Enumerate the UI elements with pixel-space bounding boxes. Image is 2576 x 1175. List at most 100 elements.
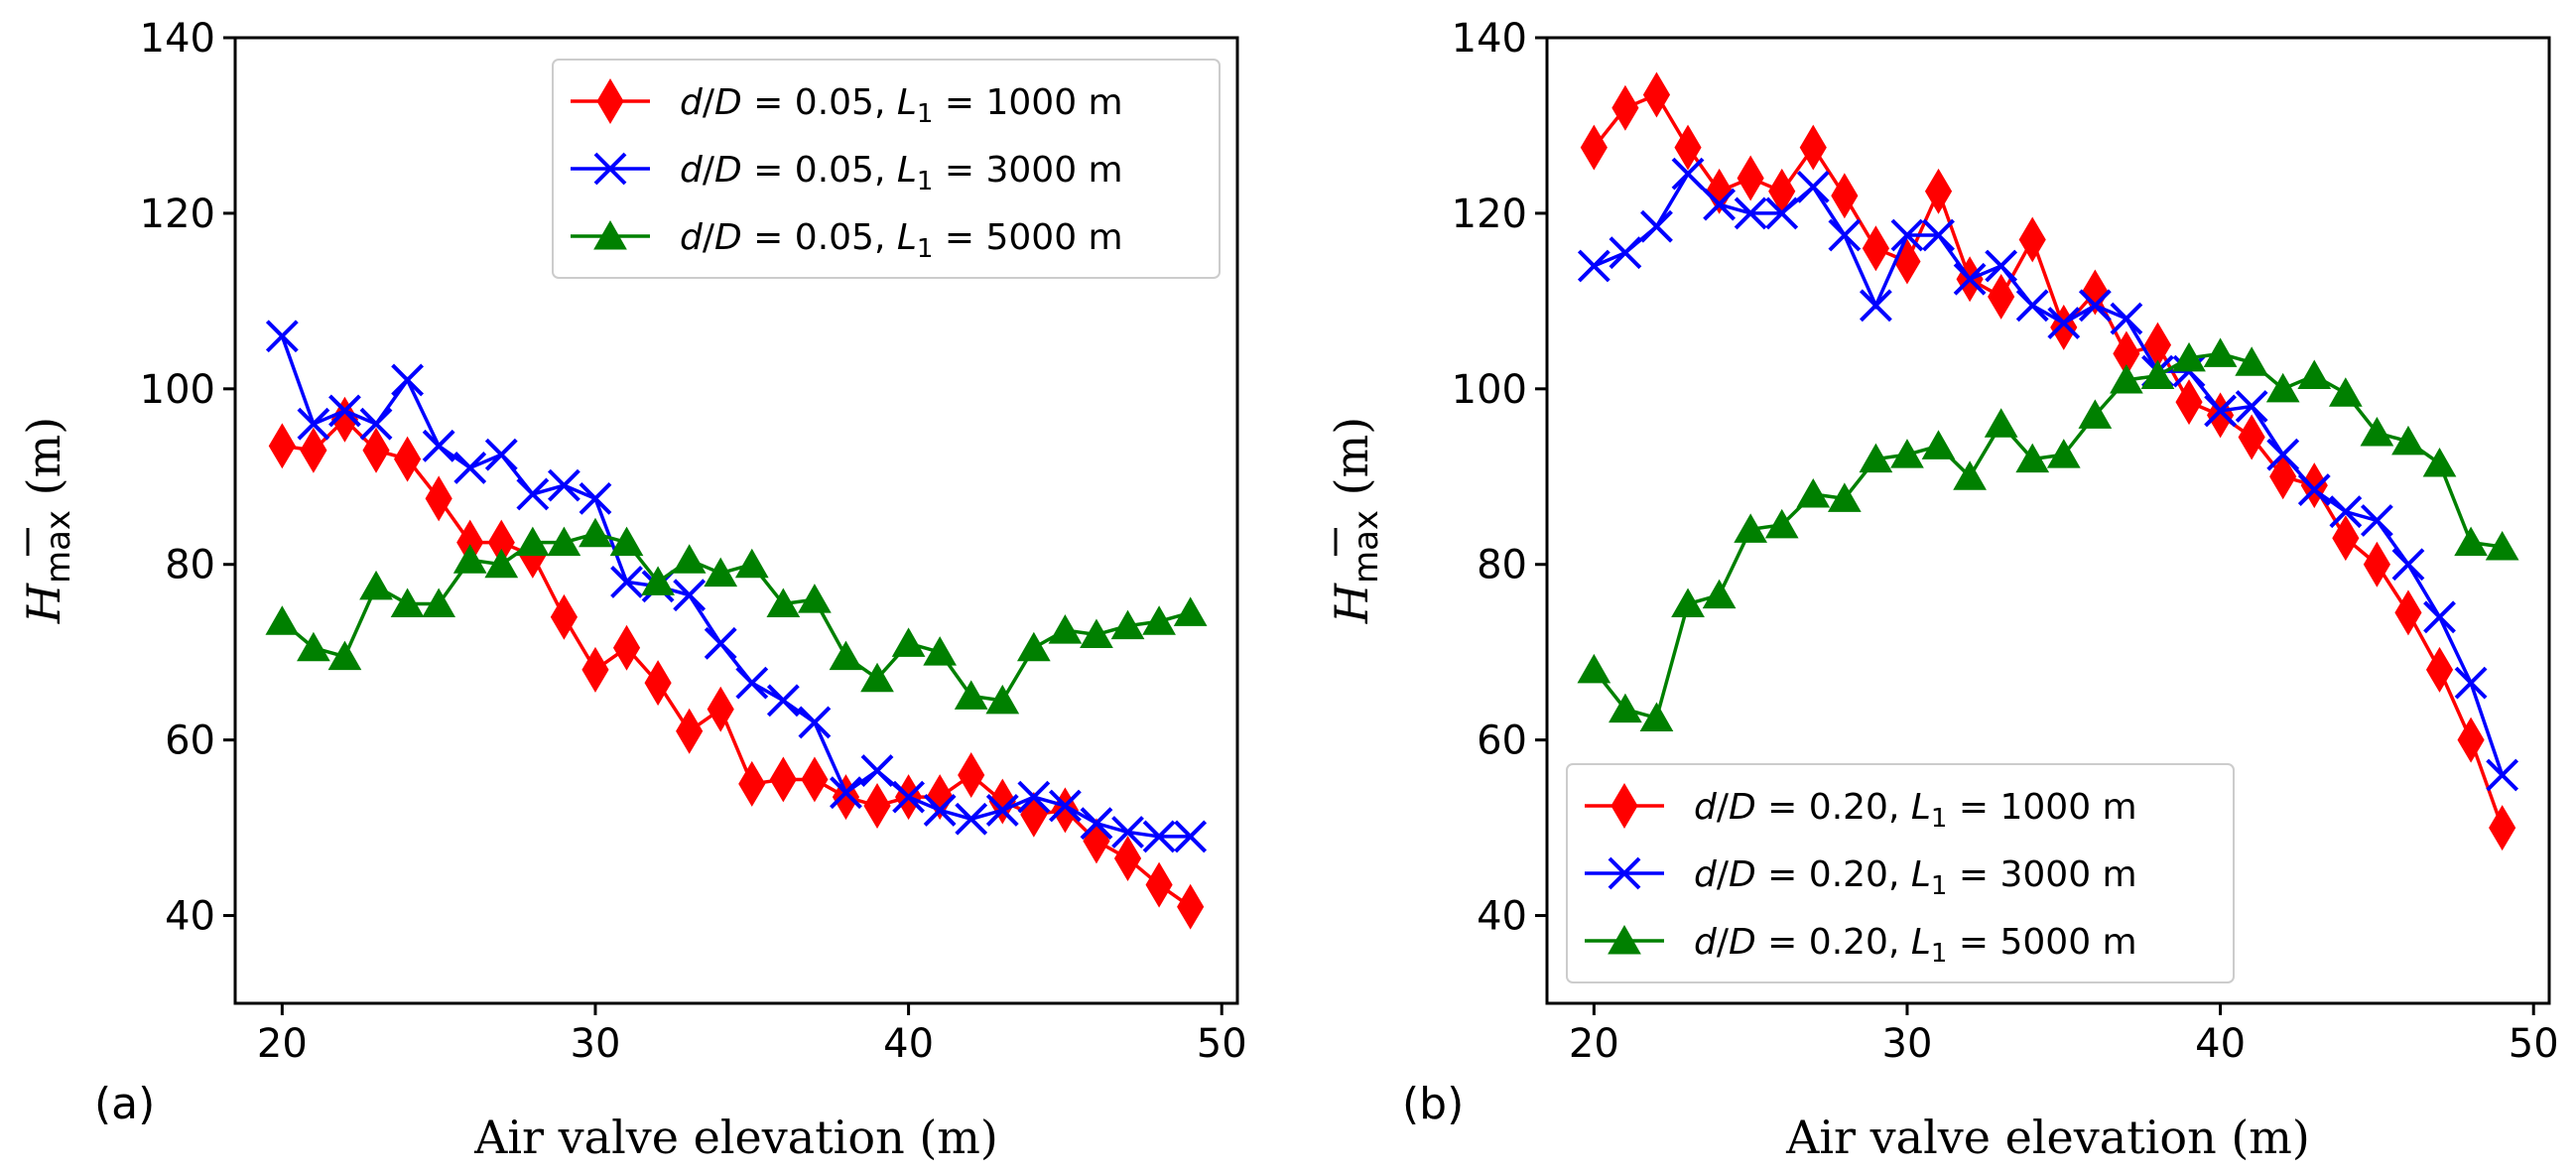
point-b-0-28 — [2457, 717, 2485, 763]
point-b-2-14 — [2015, 443, 2050, 473]
point-a-2-4 — [390, 588, 425, 618]
point-b-2-3 — [1671, 588, 1705, 618]
point-a-0-22 — [958, 752, 985, 799]
legend-label-a-1: d/D = 0.05, L1 = 3000 m — [680, 150, 1123, 196]
point-b-2-0 — [1577, 653, 1611, 684]
point-a-2-28 — [1142, 605, 1176, 635]
y-ticks-b: 40 60 80 100 120 140 — [1452, 16, 1547, 940]
y-tick-label-b-2: 80 — [1477, 543, 1527, 588]
point-a-0-3 — [362, 427, 390, 473]
series-a-2 — [265, 517, 1208, 715]
point-a-2-22 — [954, 680, 988, 710]
y-tick-label-b-5: 140 — [1452, 16, 1527, 62]
point-b-2-28 — [2454, 526, 2488, 557]
point-b-1-4 — [1703, 188, 1737, 221]
point-a-1-5 — [422, 429, 455, 462]
point-a-2-16 — [766, 588, 801, 618]
point-b-2-23 — [2297, 359, 2332, 390]
point-b-2-8 — [1827, 482, 1862, 512]
legend-label-b-0: d/D = 0.20, L1 = 1000 m — [1694, 787, 2137, 834]
point-b-2-7 — [1796, 477, 1831, 508]
x-tick-label-a-2: 40 — [883, 1021, 934, 1067]
point-b-2-15 — [2046, 439, 2081, 468]
point-a-1-3 — [359, 407, 393, 441]
point-b-1-2 — [1640, 209, 1673, 243]
y-axis-label-b: Hmax (m) — [1325, 417, 1386, 624]
point-a-2-26 — [1080, 618, 1113, 648]
legend-entry-a-1: d/D = 0.05, L1 = 3000 m — [571, 150, 1123, 196]
point-a-2-17 — [798, 584, 832, 613]
point-a-1-6 — [453, 452, 487, 484]
point-a-1-15 — [735, 666, 769, 700]
point-a-2-9 — [547, 526, 581, 557]
legend-box-b — [1566, 763, 2235, 983]
x-tick-label-b-3: 50 — [2509, 1021, 2559, 1067]
point-b-1-3 — [1671, 157, 1705, 191]
point-a-2-24 — [1016, 631, 1051, 662]
x-tick-label-a-3: 50 — [1197, 1021, 1247, 1067]
y-tick-label-a-3: 100 — [140, 367, 215, 413]
point-b-1-21 — [2235, 390, 2268, 423]
point-a-0-12 — [644, 660, 672, 707]
point-a-2-12 — [641, 566, 675, 595]
point-b-1-24 — [2329, 495, 2363, 529]
point-a-1-10 — [579, 481, 612, 515]
point-b-0-26 — [2394, 589, 2422, 636]
point-a-0-2 — [330, 396, 359, 443]
point-a-0-16 — [769, 756, 797, 803]
point-a-2-5 — [422, 588, 456, 618]
point-b-1-16 — [2078, 289, 2112, 323]
point-a-2-21 — [923, 636, 958, 666]
point-a-0-0 — [268, 423, 296, 469]
point-b-1-9 — [1859, 289, 1892, 323]
legend-marker-b-2 — [1608, 924, 1641, 955]
point-b-1-0 — [1577, 249, 1610, 283]
y-tick-label-a-1: 60 — [165, 718, 215, 764]
point-b-0-0 — [1580, 124, 1608, 171]
point-b-0-1 — [1611, 84, 1639, 131]
point-a-2-2 — [327, 640, 362, 671]
point-b-1-14 — [2015, 289, 2049, 323]
point-a-1-13 — [673, 579, 707, 612]
point-a-1-4 — [391, 363, 425, 397]
point-a-1-28 — [1142, 820, 1176, 853]
series-layer-a — [265, 320, 1208, 930]
x-ticks-a: 20 30 40 50 — [257, 1003, 1247, 1067]
point-b-1-26 — [2391, 548, 2425, 582]
point-b-1-25 — [2360, 504, 2393, 537]
point-a-1-7 — [484, 438, 518, 471]
point-b-2-6 — [1764, 508, 1799, 539]
point-a-0-1 — [300, 427, 327, 473]
point-a-2-3 — [359, 570, 393, 600]
point-b-0-9 — [1862, 225, 1889, 272]
point-a-1-8 — [516, 477, 550, 511]
legend-entry-b-2: d/D = 0.20, L1 = 5000 m — [1585, 922, 2137, 969]
point-b-2-19 — [2172, 341, 2206, 372]
point-b-2-21 — [2235, 346, 2269, 376]
point-b-2-26 — [2391, 425, 2425, 456]
y-tick-label-a-4: 120 — [140, 192, 215, 237]
panel-b: 20 30 40 50 40 60 80 100 120 140 Air valve eleva… — [1325, 16, 2559, 1164]
point-a-2-18 — [829, 640, 863, 671]
point-b-0-8 — [1831, 173, 1859, 219]
series-layer-b — [1577, 71, 2519, 851]
y-label-sub-b: max — [1347, 510, 1386, 584]
point-b-2-22 — [2265, 372, 2300, 403]
point-a-0-4 — [394, 436, 422, 482]
point-a-1-26 — [1080, 807, 1113, 841]
series-b-2 — [1577, 337, 2519, 732]
point-a-2-7 — [484, 548, 519, 579]
point-a-1-20 — [892, 780, 926, 814]
legend-marker-a-1 — [593, 152, 627, 186]
legend-marker-a-2 — [593, 219, 627, 250]
legend-marker-b-0 — [1610, 783, 1638, 829]
point-b-2-2 — [1639, 702, 1674, 732]
point-a-2-20 — [891, 627, 926, 657]
legend-marker-a-0 — [596, 78, 624, 124]
legend-box-a — [552, 59, 1221, 279]
point-b-1-29 — [2486, 758, 2519, 792]
legend-label-b-2: d/D = 0.20, L1 = 5000 m — [1694, 922, 2137, 969]
point-b-0-22 — [2269, 454, 2297, 500]
x-tick-label-a-1: 30 — [571, 1021, 621, 1067]
point-b-0-19 — [2175, 379, 2203, 426]
